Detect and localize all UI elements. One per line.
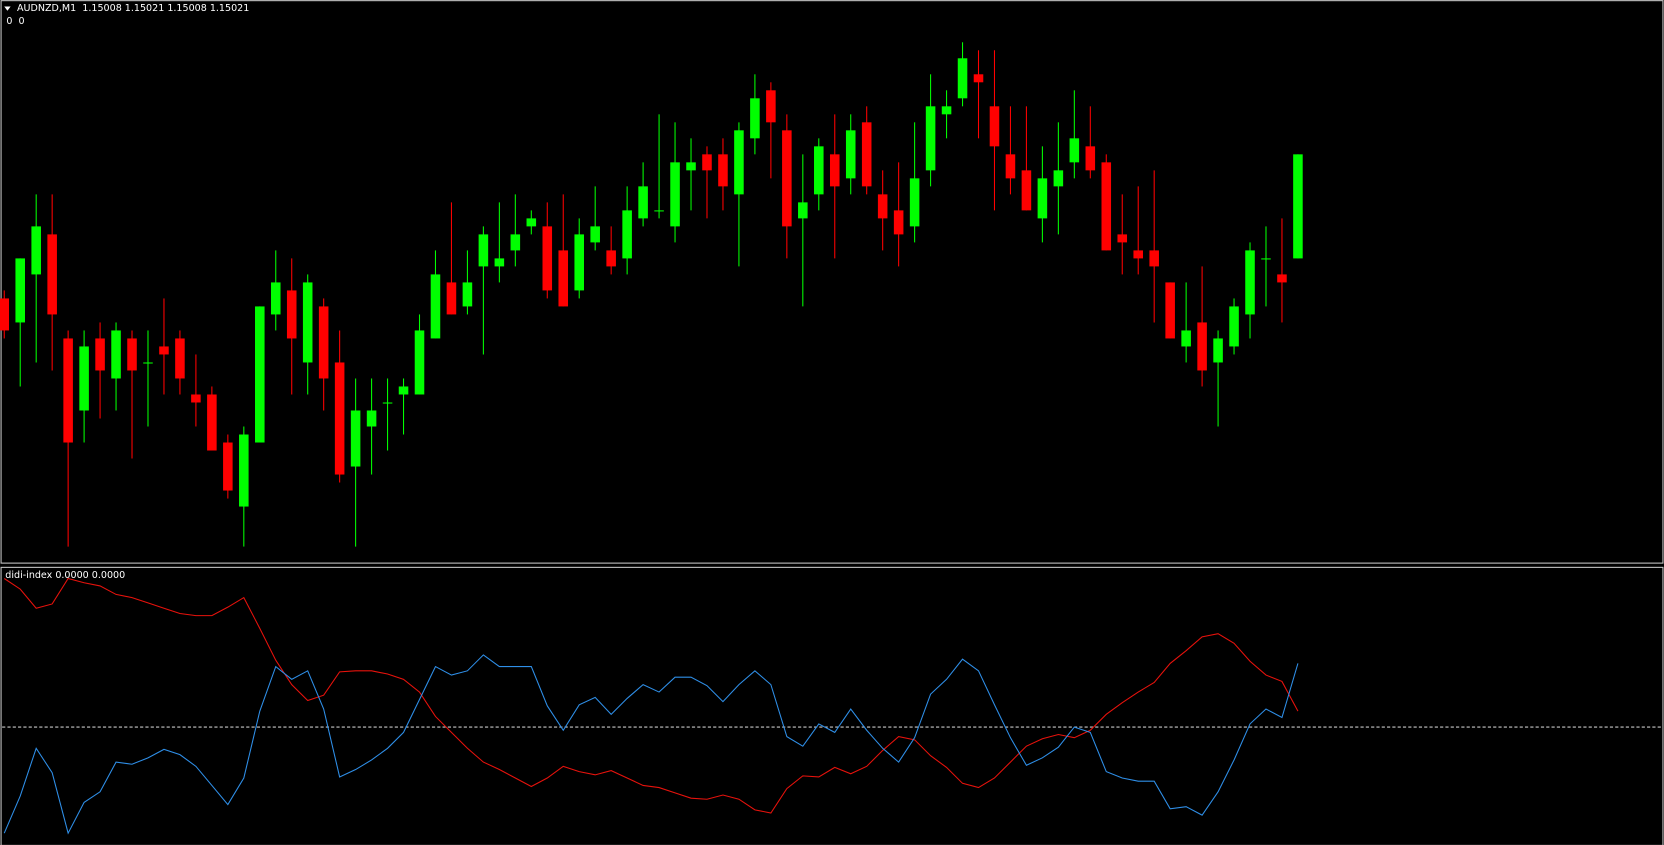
main-panel-frame — [0, 0, 1664, 564]
candle-body — [494, 258, 505, 267]
candle-body — [622, 210, 632, 259]
candle-body — [941, 106, 952, 115]
candle-body — [1117, 234, 1128, 243]
candle-body — [510, 234, 521, 251]
candle-body — [829, 154, 840, 187]
candle-body — [670, 162, 680, 227]
candle-body — [159, 346, 169, 355]
candle-body — [1245, 250, 1255, 315]
candle-body — [973, 74, 984, 83]
candle-body — [845, 130, 856, 179]
candle-body — [350, 410, 361, 467]
candle-body — [47, 234, 57, 315]
candle-body — [1085, 146, 1096, 171]
candle-body — [814, 146, 824, 195]
candle-body — [606, 250, 616, 267]
candle-body — [1181, 330, 1191, 347]
candle-body — [574, 234, 584, 291]
candle-body — [654, 210, 664, 212]
candle-body — [79, 346, 89, 411]
candle-body — [1261, 258, 1271, 260]
candle-body — [446, 282, 457, 315]
candle-body — [334, 362, 345, 475]
candle-body — [734, 130, 744, 195]
candle-body — [702, 154, 712, 171]
dropdown-icon[interactable] — [4, 6, 11, 11]
candle-body — [318, 306, 329, 379]
candle-body — [31, 226, 41, 275]
candle-body — [782, 130, 792, 227]
candle-body — [542, 226, 553, 291]
candle-body — [478, 234, 489, 267]
candle-body — [223, 442, 233, 491]
candle-body — [558, 250, 569, 307]
candle-body — [877, 194, 888, 219]
symbol-subtitle: 0 0 — [6, 16, 24, 27]
candle-body — [207, 394, 217, 451]
candle-body — [1149, 250, 1159, 267]
candle-body — [1053, 170, 1064, 187]
candle-body — [286, 290, 297, 339]
candle-body — [526, 218, 537, 227]
candle-body — [175, 338, 185, 379]
candle-body — [95, 338, 105, 371]
candle-body — [989, 106, 1000, 147]
candle-body — [302, 282, 313, 363]
candle-body — [1213, 338, 1223, 363]
candle-body — [1069, 138, 1080, 163]
candle-body — [590, 226, 600, 243]
indicator-title: didi-index 0.0000 0.0000 — [5, 570, 125, 581]
candle-body — [15, 258, 25, 323]
candle-body — [1293, 154, 1303, 259]
candle-body — [63, 338, 73, 443]
symbol-title: AUDNZD,M1 1.15008 1.15021 1.15008 1.1502… — [17, 3, 249, 14]
candle-body — [925, 106, 936, 171]
candle-body — [893, 210, 904, 235]
candle-body — [398, 386, 409, 395]
candle-body — [462, 282, 473, 307]
candle-body — [1133, 250, 1143, 259]
candle-body — [718, 154, 728, 187]
candle-body — [143, 362, 153, 364]
candle-body — [1005, 154, 1016, 179]
candle-body — [127, 338, 137, 371]
candle-body — [1101, 162, 1112, 251]
candle-body — [1197, 322, 1207, 371]
indicator-line — [3, 577, 1299, 814]
candle-body — [191, 394, 201, 403]
candle-body — [750, 98, 760, 139]
candle-body — [366, 410, 377, 427]
indicator-panel-frame — [0, 566, 1664, 845]
candle-body — [430, 274, 441, 339]
candle-body — [861, 122, 872, 187]
candle-body — [382, 402, 393, 404]
candle-body — [1277, 274, 1287, 283]
candle-body — [1021, 170, 1032, 211]
candle-body — [270, 282, 281, 315]
candle-body — [1037, 178, 1048, 219]
candle-body — [766, 90, 776, 123]
candle-body — [255, 306, 265, 443]
candle-body — [1229, 306, 1239, 347]
candle-body — [686, 162, 696, 171]
candle-body — [414, 330, 425, 395]
candle-body — [909, 178, 920, 227]
candle-body — [798, 202, 808, 219]
candle-body — [638, 186, 648, 219]
candle-body — [957, 58, 968, 99]
indicator-line — [3, 654, 1299, 835]
candle-body — [239, 434, 249, 507]
candle-body — [111, 330, 121, 379]
candle-body — [1165, 282, 1175, 339]
candle-body — [0, 298, 10, 331]
